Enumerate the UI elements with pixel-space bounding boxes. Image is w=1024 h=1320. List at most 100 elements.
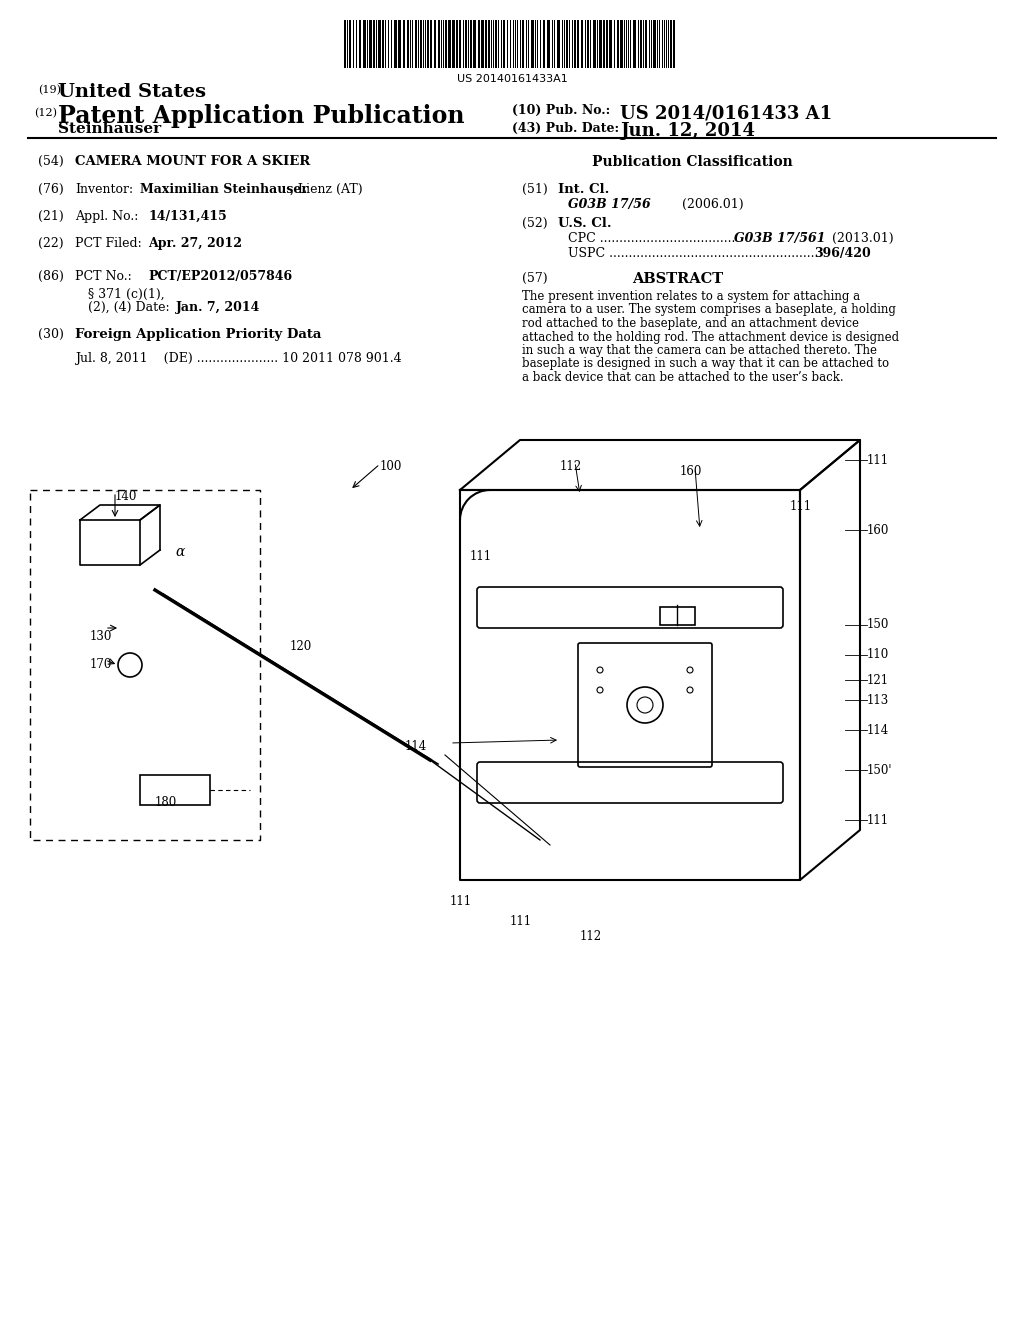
Bar (640, 20, 642, 69)
Text: (2), (4) Date:: (2), (4) Date: (88, 301, 170, 314)
Text: The present invention relates to a system for attaching a: The present invention relates to a syste… (522, 290, 860, 304)
Text: 111: 111 (867, 813, 889, 826)
Bar (473, 20, 476, 69)
Text: (21): (21) (38, 210, 63, 223)
Bar (587, 20, 589, 69)
Bar (434, 20, 436, 69)
Text: (54): (54) (38, 154, 63, 168)
Text: Steinhauser: Steinhauser (58, 121, 161, 136)
Text: 111: 111 (450, 895, 472, 908)
Text: 170: 170 (90, 657, 113, 671)
Bar (452, 20, 455, 69)
Bar (420, 20, 422, 69)
Text: USPC ......................................................: USPC ...................................… (568, 247, 818, 260)
Bar (140, 775, 210, 805)
Text: 150': 150' (867, 763, 893, 776)
Bar (547, 20, 550, 69)
Bar (438, 20, 440, 69)
Text: 160: 160 (680, 465, 702, 478)
Text: 120: 120 (290, 640, 312, 653)
Text: Inventor:: Inventor: (75, 183, 133, 195)
Bar (543, 20, 545, 69)
Bar (378, 20, 381, 69)
Text: U.S. Cl.: U.S. Cl. (558, 216, 611, 230)
Text: Jun. 12, 2014: Jun. 12, 2014 (620, 121, 755, 140)
Text: 180: 180 (155, 796, 177, 809)
Text: 111: 111 (470, 550, 493, 564)
Bar (349, 20, 351, 69)
Bar (394, 20, 397, 69)
Bar (340, 18, 680, 70)
Text: 160: 160 (867, 524, 890, 536)
Text: (19): (19) (38, 84, 61, 95)
Bar (531, 20, 534, 69)
Text: 140: 140 (115, 490, 137, 503)
Bar (403, 20, 406, 69)
Text: 121: 121 (867, 673, 889, 686)
Text: PCT Filed:: PCT Filed: (75, 238, 141, 249)
Text: Jul. 8, 2011    (DE) ..................... 10 2011 078 901.4: Jul. 8, 2011 (DE) ..................... … (75, 352, 401, 366)
Text: Foreign Application Priority Data: Foreign Application Priority Data (75, 327, 322, 341)
Text: Maximilian Steinhauser: Maximilian Steinhauser (140, 183, 308, 195)
Text: in such a way that the camera can be attached thereto. The: in such a way that the camera can be att… (522, 345, 877, 356)
Bar (427, 20, 429, 69)
Bar (485, 20, 487, 69)
Bar (478, 20, 480, 69)
Bar (344, 20, 346, 69)
Bar (653, 20, 656, 69)
Text: PCT No.:: PCT No.: (75, 271, 132, 282)
Bar (359, 20, 361, 69)
Text: 100: 100 (380, 459, 402, 473)
Bar (407, 20, 409, 69)
Text: 110: 110 (867, 648, 889, 661)
Text: , Lienz (AT): , Lienz (AT) (290, 183, 362, 195)
Bar (398, 20, 401, 69)
Text: Appl. No.:: Appl. No.: (75, 210, 138, 223)
Text: (30): (30) (38, 327, 63, 341)
Bar (382, 20, 384, 69)
Text: (12): (12) (34, 108, 57, 119)
Bar (369, 20, 372, 69)
Text: 112: 112 (560, 459, 582, 473)
Text: (57): (57) (522, 272, 548, 285)
Bar (522, 20, 524, 69)
Text: (2013.01): (2013.01) (831, 232, 894, 246)
Text: ABSTRACT: ABSTRACT (632, 272, 723, 286)
Text: US 20140161433A1: US 20140161433A1 (457, 74, 567, 84)
Bar (481, 20, 484, 69)
Bar (599, 20, 602, 69)
Text: rod attached to the baseplate, and an attachment device: rod attached to the baseplate, and an at… (522, 317, 859, 330)
Bar (459, 20, 461, 69)
Text: (86): (86) (38, 271, 63, 282)
Text: G03B 17/56: G03B 17/56 (568, 198, 650, 211)
Bar (456, 20, 458, 69)
Bar (557, 20, 560, 69)
Bar (449, 20, 451, 69)
Bar (633, 20, 636, 69)
Text: (2006.01): (2006.01) (682, 198, 743, 211)
Text: 114: 114 (406, 741, 427, 752)
Text: (22): (22) (38, 238, 63, 249)
Bar (603, 20, 605, 69)
Text: 113: 113 (867, 693, 889, 706)
Text: 112: 112 (580, 931, 602, 942)
Bar (609, 20, 612, 69)
Text: a back device that can be attached to the user’s back.: a back device that can be attached to th… (522, 371, 844, 384)
Bar (488, 20, 490, 69)
Text: CAMERA MOUNT FOR A SKIER: CAMERA MOUNT FOR A SKIER (75, 154, 310, 168)
Text: Publication Classification: Publication Classification (592, 154, 793, 169)
Bar (673, 20, 675, 69)
Text: PCT/EP2012/057846: PCT/EP2012/057846 (148, 271, 292, 282)
Text: 114: 114 (867, 723, 889, 737)
Text: (43) Pub. Date:: (43) Pub. Date: (512, 121, 620, 135)
Text: 396/420: 396/420 (814, 247, 870, 260)
Text: 111: 111 (790, 500, 812, 513)
Text: § 371 (c)(1),: § 371 (c)(1), (88, 288, 165, 301)
Text: (10) Pub. No.:: (10) Pub. No.: (512, 104, 610, 117)
Bar (445, 20, 447, 69)
Bar (577, 20, 579, 69)
Bar (430, 20, 432, 69)
Bar (670, 20, 672, 69)
Text: attached to the holding rod. The attachment device is designed: attached to the holding rod. The attachm… (522, 330, 899, 343)
Text: Jan. 7, 2014: Jan. 7, 2014 (176, 301, 260, 314)
